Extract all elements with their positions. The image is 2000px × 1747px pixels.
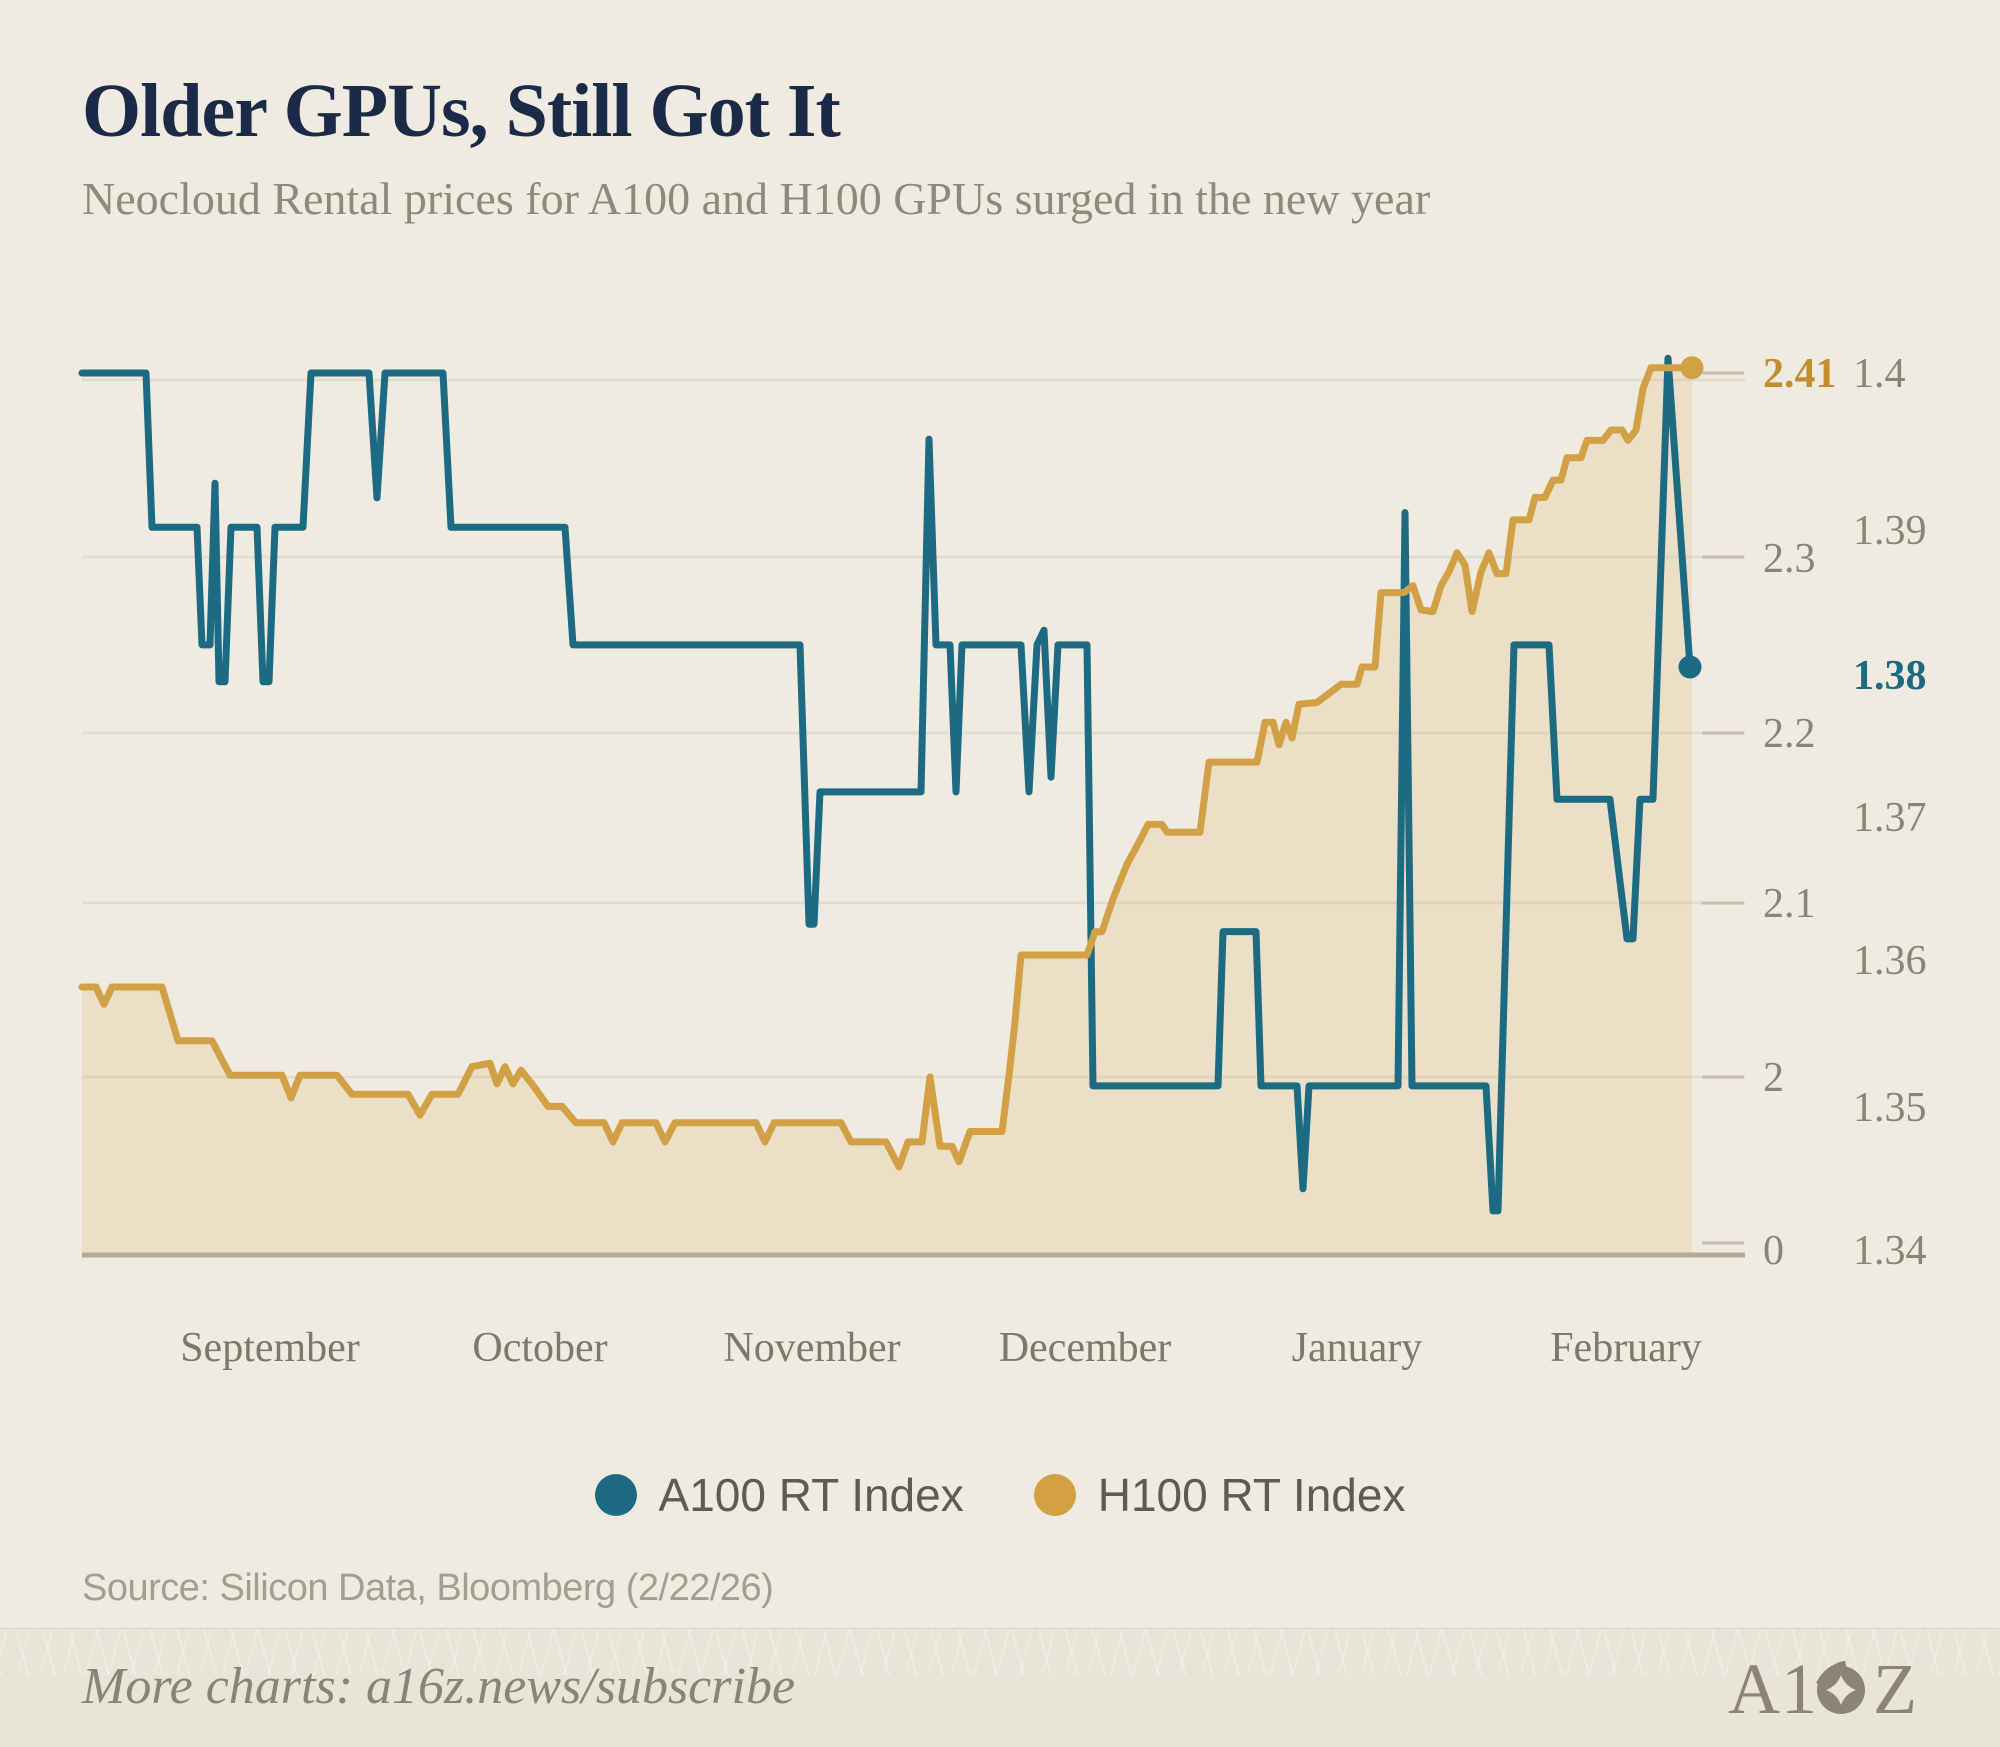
month-label: November (723, 1325, 900, 1371)
svg-text:A1: A1 (1728, 1649, 1818, 1729)
h100-end-dot (1680, 356, 1704, 380)
month-label: January (1292, 1325, 1423, 1371)
a100-axis-tick-label: 1.34 (1853, 1228, 1927, 1274)
a100-axis-tick-label: 1.37 (1853, 795, 1927, 841)
source-note: Source: Silicon Data, Bloomberg (2/22/26… (82, 1567, 774, 1609)
a100-axis-tick-label: 1.35 (1853, 1085, 1927, 1131)
h100-axis-tick-label: 2.2 (1763, 711, 1816, 757)
legend-label: A100 RT Index (658, 1469, 964, 1521)
h100-axis-tick-label: 2.3 (1763, 536, 1816, 582)
a100-end-dot (1678, 655, 1702, 679)
svg-text:Z: Z (1873, 1649, 1917, 1729)
legend-label: H100 RT Index (1097, 1469, 1406, 1521)
legend-dot-icon (1033, 1474, 1076, 1516)
legend-item: H100 RT Index (1033, 1468, 1406, 1522)
month-label: December (999, 1325, 1172, 1371)
a100-axis-tick-label: 1.39 (1853, 508, 1927, 554)
h100-axis-tick-label: 0 (1763, 1228, 1784, 1274)
a100-axis-tick-label: 1.4 (1853, 351, 1906, 397)
a100-axis-tick-label: 1.38 (1853, 653, 1927, 699)
h100-axis-tick-label: 2 (1763, 1055, 1784, 1101)
h100-axis-tick-label: 2.41 (1763, 351, 1837, 397)
month-label: February (1550, 1325, 1702, 1371)
h100-axis-tick-label: 2.1 (1763, 881, 1816, 927)
month-label: September (180, 1325, 360, 1371)
a100-series-line (78, 354, 1694, 1215)
a16z-logo-six (1815, 1660, 1865, 1714)
h100-area-fill (82, 367, 1692, 1255)
page-subtitle: Neocloud Rental prices for A100 and H100… (82, 173, 1431, 224)
footer-pattern-texture (0, 1629, 2000, 1675)
a100-axis-tick-label: 1.36 (1853, 938, 1927, 984)
month-label: October (472, 1325, 607, 1371)
legend-dot-icon (594, 1474, 637, 1516)
footer-subscribe-text: More charts: a16z.news/subscribe (82, 1658, 796, 1715)
chart-legend: A100 RT Index H100 RT Index (0, 1468, 2000, 1522)
a16z-logo: A1 Z (1728, 1649, 1917, 1729)
h100-series-line (78, 364, 1696, 1171)
legend-item: A100 RT Index (594, 1468, 964, 1522)
page-title: Older GPUs, Still Got It (82, 69, 841, 153)
footer-band: More charts: a16z.news/subscribe A1 Z (0, 1628, 2000, 1747)
